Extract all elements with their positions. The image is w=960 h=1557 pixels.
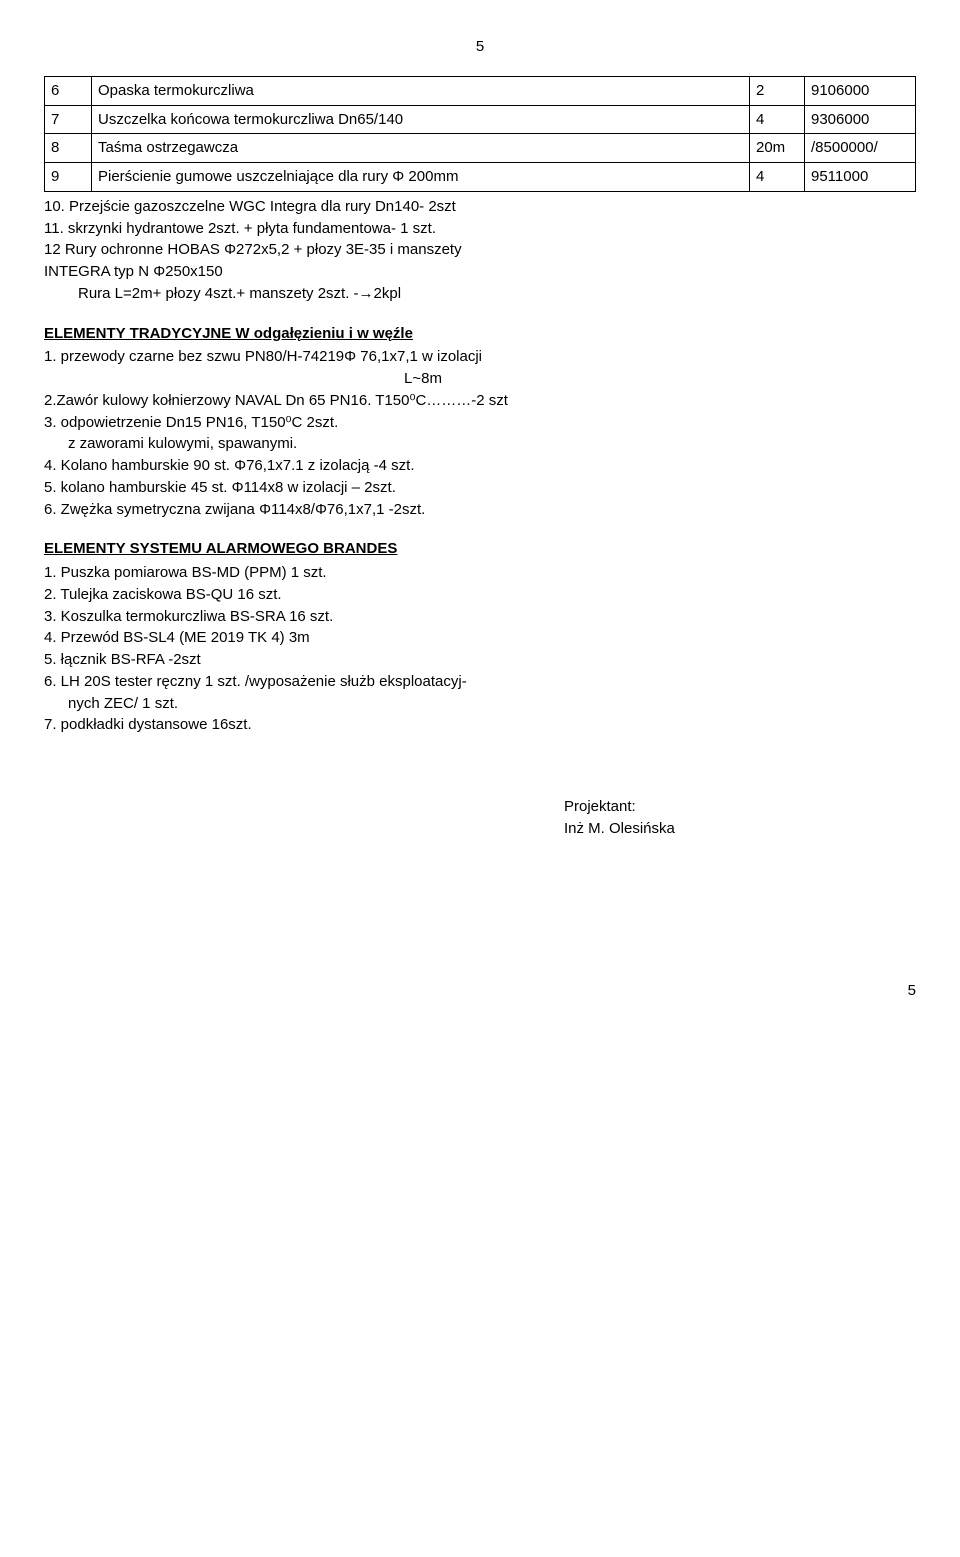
cell-code: /8500000/ bbox=[805, 134, 916, 163]
after-line-12c: Rura L=2m+ płozy 4szt.+ manszety 2szt. -… bbox=[44, 283, 916, 305]
cell-index: 8 bbox=[45, 134, 92, 163]
table-row: 7Uszczelka końcowa termokurczliwa Dn65/1… bbox=[45, 105, 916, 134]
s2-line4: 4. Przewód BS-SL4 (ME 2019 TK 4) 3m bbox=[44, 627, 916, 649]
materials-table: 6Opaska termokurczliwa291060007Uszczelka… bbox=[44, 76, 916, 192]
s1-line3: 3. odpowietrzenie Dn15 PN16, T150⁰C 2szt… bbox=[44, 412, 916, 434]
cell-qty: 4 bbox=[750, 163, 805, 192]
s1-line5: 5. kolano hamburskie 45 st. Φ114x8 w izo… bbox=[44, 477, 916, 499]
s1-line4: 4. Kolano hamburskie 90 st. Φ76,1x7.1 z … bbox=[44, 455, 916, 477]
section2-body: 1. Puszka pomiarowa BS-MD (PPM) 1 szt. 2… bbox=[44, 562, 916, 736]
s2-line3: 3. Koszulka termokurczliwa BS-SRA 16 szt… bbox=[44, 606, 916, 628]
s2-line2: 2. Tulejka zaciskowa BS-QU 16 szt. bbox=[44, 584, 916, 606]
cell-description: Opaska termokurczliwa bbox=[92, 76, 750, 105]
s1-line3b: z zaworami kulowymi, spawanymi. bbox=[44, 433, 916, 455]
cell-qty: 2 bbox=[750, 76, 805, 105]
s2-line6: 6. LH 20S tester ręczny 1 szt. /wyposaże… bbox=[44, 671, 916, 693]
s1-line1: 1. przewody czarne bez szwu PN80/H-74219… bbox=[44, 346, 916, 368]
s2-line1: 1. Puszka pomiarowa BS-MD (PPM) 1 szt. bbox=[44, 562, 916, 584]
cell-description: Uszczelka końcowa termokurczliwa Dn65/14… bbox=[92, 105, 750, 134]
cell-code: 9106000 bbox=[805, 76, 916, 105]
cell-qty: 20m bbox=[750, 134, 805, 163]
cell-index: 7 bbox=[45, 105, 92, 134]
s2-line7: 7. podkładki dystansowe 16szt. bbox=[44, 714, 916, 736]
after-table-block: 10. Przejście gazoszczelne WGC Integra d… bbox=[44, 196, 916, 305]
signature-label: Projektant: bbox=[564, 796, 916, 818]
signature-name: Inż M. Olesińska bbox=[564, 818, 916, 840]
table-row: 9Pierścienie gumowe uszczelniające dla r… bbox=[45, 163, 916, 192]
cell-qty: 4 bbox=[750, 105, 805, 134]
s1-line6: 6. Zwężka symetryczna zwijana Φ114x8/Φ76… bbox=[44, 499, 916, 521]
cell-code: 9306000 bbox=[805, 105, 916, 134]
cell-index: 9 bbox=[45, 163, 92, 192]
cell-code: 9511000 bbox=[805, 163, 916, 192]
table-row: 8Taśma ostrzegawcza20m/8500000/ bbox=[45, 134, 916, 163]
table-row: 6Opaska termokurczliwa29106000 bbox=[45, 76, 916, 105]
after-line-12b: INTEGRA typ N Φ250x150 bbox=[44, 261, 916, 283]
cell-index: 6 bbox=[45, 76, 92, 105]
section1-title: ELEMENTY TRADYCYJNE W odgałęzieniu i w w… bbox=[44, 323, 916, 345]
s1-line1b: L~8m bbox=[44, 368, 916, 390]
after-line-11: 11. skrzynki hydrantowe 2szt. + płyta fu… bbox=[44, 218, 916, 240]
section1-body: 1. przewody czarne bez szwu PN80/H-74219… bbox=[44, 346, 916, 520]
after-line-10: 10. Przejście gazoszczelne WGC Integra d… bbox=[44, 196, 916, 218]
page-number-top: 5 bbox=[44, 36, 916, 58]
s2-line5: 5. łącznik BS-RFA -2szt bbox=[44, 649, 916, 671]
page-number-bottom: 5 bbox=[44, 980, 916, 1002]
cell-description: Pierścienie gumowe uszczelniające dla ru… bbox=[92, 163, 750, 192]
after-line-12a: 12 Rury ochronne HOBAS Φ272x5,2 + płozy … bbox=[44, 239, 916, 261]
s1-line2: 2.Zawór kulowy kołnierzowy NAVAL Dn 65 P… bbox=[44, 390, 916, 412]
section2-title: ELEMENTY SYSTEMU ALARMOWEGO BRANDES bbox=[44, 538, 916, 560]
s2-line6b: nych ZEC/ 1 szt. bbox=[44, 693, 916, 715]
cell-description: Taśma ostrzegawcza bbox=[92, 134, 750, 163]
signature-block: Projektant: Inż M. Olesińska bbox=[44, 796, 916, 840]
